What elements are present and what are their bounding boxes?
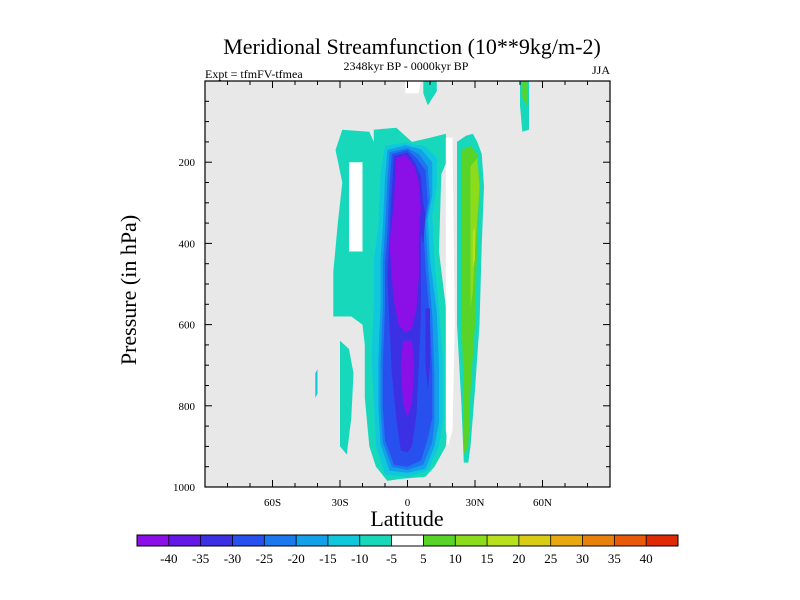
colorbar-box-2: [200, 535, 233, 546]
colorbar-box-5: [296, 535, 329, 546]
colorbar-level-label: -40: [160, 551, 177, 566]
colorbar-box-13: [550, 535, 583, 546]
experiment-subtitle: Expt = tfmFV-tfmea: [205, 67, 303, 81]
colorbar-frame: [136, 534, 679, 547]
colorbar-level-label: 35: [608, 551, 621, 566]
colorbar-box-3: [232, 535, 265, 546]
x-tick-label: 30S: [331, 497, 348, 509]
x-tick-label: 0: [405, 497, 411, 509]
season-subtitle: JJA: [592, 63, 610, 77]
contour-region-8: [315, 369, 318, 398]
contour-region-1: [423, 81, 437, 106]
y-tick-label: 800: [179, 401, 196, 413]
colorbar-box-16: [646, 535, 679, 546]
colorbar-box-8: [391, 535, 424, 546]
colorbar-box-1: [168, 535, 201, 546]
y-tick-label: 400: [179, 238, 196, 250]
y-tick-label: 600: [179, 320, 196, 332]
colorbar-level-label: -35: [192, 551, 209, 566]
colorbar-level-label: -15: [319, 551, 336, 566]
contour-region-22: [472, 227, 475, 268]
y-tick-label: 1000: [173, 482, 196, 494]
colorbar-level-label: -5: [386, 551, 397, 566]
x-tick-label: 60S: [264, 497, 281, 509]
y-axis-title: Pressure (in hPa): [116, 215, 141, 365]
colorbar-box-7: [359, 535, 392, 546]
colorbar-box-10: [455, 535, 488, 546]
colorbar-box-11: [487, 535, 520, 546]
contour-region-7: [340, 340, 354, 455]
contour-region-14: [389, 154, 421, 333]
colorbar-level-label: 20: [512, 551, 525, 566]
contour-region-0: [405, 81, 421, 94]
colorbar-box-6: [327, 535, 361, 546]
period-subtitle: 2348kyr BP - 0000kyr BP: [344, 59, 469, 73]
colorbar-level-label: 10: [449, 551, 462, 566]
colorbar-level-label: 5: [420, 551, 427, 566]
colorbar-box-0: [137, 535, 170, 546]
colorbar-level-label: 40: [640, 551, 653, 566]
colorbar-level-label: -10: [351, 551, 368, 566]
colorbar-level-label: 30: [576, 551, 589, 566]
contour-fills: [315, 81, 529, 481]
contour-region-6: [349, 162, 363, 252]
colorbar-labels: -40 -35 -30 -25 -20 -15 -10 -5 5 10 15 20 25 30 35 40: [160, 551, 653, 566]
colorbar-level-label: 25: [544, 551, 557, 566]
colorbar-box-15: [614, 535, 647, 546]
x-tick-label: 30N: [466, 497, 485, 509]
colorbar-level-label: 15: [481, 551, 494, 566]
x-tick-label: 60N: [533, 497, 552, 509]
colorbar-level-label: -25: [256, 551, 273, 566]
contour-region-17: [418, 202, 426, 244]
chart-title: Meridional Streamfunction (10**9kg/m-2): [223, 34, 601, 59]
axis-tick-labels: 60S 30S 0 30N 60N 200 400 600 800 1000: [173, 157, 552, 509]
contour-region-18: [445, 137, 455, 447]
contour-region-15: [400, 340, 415, 418]
colorbar-box-14: [582, 535, 615, 546]
colorbar-box-12: [518, 535, 551, 546]
colorbar-level-label: -30: [224, 551, 241, 566]
colorbar: [136, 534, 679, 547]
axis-ticks: [205, 81, 610, 487]
y-tick-label: 200: [179, 157, 196, 169]
colorbar-box-4: [264, 535, 297, 546]
contour-region-3: [522, 81, 527, 106]
colorbar-box-9: [423, 535, 456, 546]
x-axis-title: Latitude: [370, 506, 443, 531]
contour-region-16: [425, 308, 430, 390]
colorbar-level-label: -20: [287, 551, 304, 566]
